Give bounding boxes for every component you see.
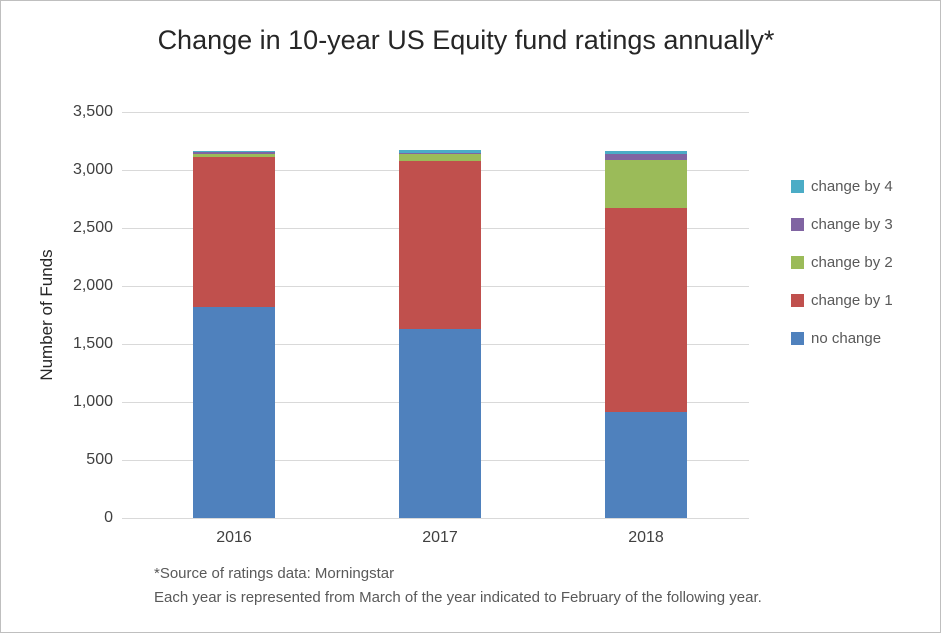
plot-area: [122, 112, 749, 519]
bar-segment-change-by-1-2018: [605, 207, 687, 413]
legend-item-no-change: no change: [791, 319, 893, 357]
legend-swatch-icon: [791, 217, 804, 231]
legend-item-change-by-1: change by 1: [791, 281, 893, 319]
y-tick-label: 2,500: [72, 219, 113, 236]
bar-segment-change-by-4-2017: [399, 150, 481, 154]
footnotes: *Source of ratings data: Morningstar Eac…: [154, 562, 762, 610]
y-tick-label: 0: [104, 509, 113, 526]
chart-title: Change in 10-year US Equity fund ratings…: [157, 25, 775, 55]
bar-segment-change-by-1-2016: [193, 156, 275, 307]
y-tick-label: 3,500: [72, 103, 113, 120]
bar-segment-no-change-2017: [399, 328, 481, 518]
bar-segment-no-change-2018: [605, 412, 687, 518]
gridline: [122, 112, 749, 113]
x-tick-label: 2016: [216, 529, 252, 546]
y-tick-label: 1,500: [72, 335, 113, 352]
legend-swatch-icon: [791, 179, 804, 193]
legend: change by 4 change by 3 change by 2 change …: [791, 167, 893, 357]
legend-swatch-icon: [791, 293, 804, 307]
y-axis-title: Number of Funds: [37, 249, 56, 381]
footnote-period: Each year is represented from March of t…: [154, 589, 762, 606]
bar-segment-change-by-1-2017: [399, 161, 481, 329]
legend-item-change-by-2: change by 2: [791, 243, 893, 281]
legend-swatch-icon: [791, 331, 804, 345]
bar-segment-change-by-3-2017: [399, 153, 481, 154]
bar-segment-change-by-2-2018: [605, 160, 687, 208]
y-tick-label: 1,000: [72, 393, 113, 410]
bar-segment-change-by-3-2016: [193, 152, 275, 155]
legend-label: change by 1: [811, 291, 893, 309]
legend-label: change by 3: [811, 215, 893, 233]
legend-item-change-by-4: change by 4: [791, 167, 893, 205]
y-tick-label: 500: [86, 451, 113, 468]
x-axis-line: [122, 518, 749, 519]
bar-segment-change-by-2-2016: [193, 154, 275, 157]
bar-segment-change-by-3-2018: [605, 153, 687, 161]
bar-segment-change-by-2-2017: [399, 153, 481, 162]
legend-label: change by 4: [811, 177, 893, 195]
bar-segment-no-change-2016: [193, 306, 275, 518]
x-tick-label: 2018: [628, 529, 664, 546]
footnote-source: *Source of ratings data: Morningstar: [154, 565, 395, 582]
y-tick-label: 2,000: [72, 277, 113, 294]
legend-item-change-by-3: change by 3: [791, 205, 893, 243]
x-tick-label: 2017: [422, 529, 458, 546]
legend-label: change by 2: [811, 253, 893, 271]
y-tick-label: 3,000: [72, 161, 113, 178]
legend-swatch-icon: [791, 255, 804, 269]
bar-segment-change-by-4-2016: [193, 151, 275, 153]
bar-segment-change-by-4-2018: [605, 150, 687, 154]
legend-label: no change: [811, 329, 882, 347]
